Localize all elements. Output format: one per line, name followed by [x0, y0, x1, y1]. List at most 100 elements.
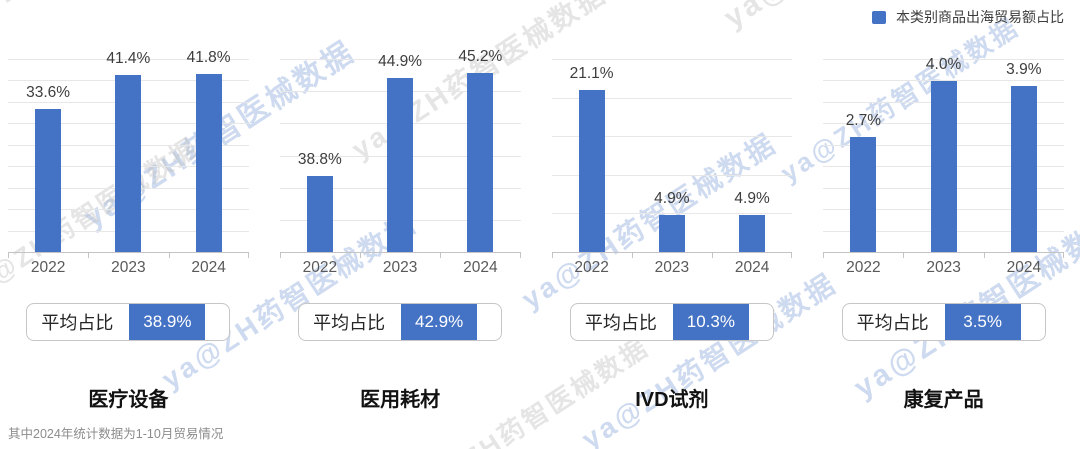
axis-tick	[168, 253, 170, 258]
average-box: 平均占比 38.9%	[26, 303, 231, 341]
legend-marker-icon	[872, 10, 886, 24]
chart-panel: 2.7% 4.0% 3.9% 2022 2023 2024 平均占比 3.5% 康复产品	[823, 56, 1064, 412]
axis-tick	[8, 253, 9, 258]
x-axis-labels: 2022 2023 2024	[552, 253, 793, 283]
x-axis-label: 2023	[926, 259, 961, 276]
panels-row: 33.6% 41.4% 41.8% 2022 2023 2024 平均占比 38.9% …	[8, 48, 1064, 412]
bar-slot: 41.8%	[168, 49, 248, 253]
gridline	[823, 80, 1064, 82]
average-label: 平均占比	[584, 313, 657, 333]
bar	[578, 90, 605, 253]
average-value-chip: 42.9%	[401, 304, 478, 340]
bar-slot: 4.9%	[632, 58, 712, 253]
plot-area: 21.1% 4.9% 4.9%	[551, 58, 793, 258]
bar-slot: 41.4%	[88, 50, 168, 253]
bar-value-label: 41.4%	[106, 50, 151, 67]
bar-slot: 4.9%	[712, 58, 792, 253]
bar-slot: 45.2%	[440, 48, 520, 253]
x-axis-labels: 2022 2023 2024	[823, 253, 1064, 283]
x-axis-line	[279, 252, 521, 253]
average-box: 平均占比 10.3%	[569, 303, 774, 341]
axis-tick	[551, 253, 553, 258]
x-axis-label: 2024	[463, 259, 498, 276]
average-box: 平均占比 3.5%	[841, 303, 1046, 341]
bar	[1010, 86, 1037, 253]
axis-tick	[712, 253, 713, 258]
bar	[739, 215, 766, 253]
gridline	[551, 174, 793, 176]
gridline	[551, 59, 793, 60]
axis-tick	[279, 253, 281, 258]
gridline	[279, 59, 521, 60]
bar-slot: 44.9%	[360, 53, 440, 253]
gridline	[8, 59, 249, 60]
axis-tick	[88, 253, 90, 258]
footer-note: 其中2024年统计数据为1-10月贸易情况	[8, 427, 224, 441]
x-axis-labels: 2022 2023 2024	[280, 253, 521, 283]
bar-slot: 2.7%	[823, 58, 903, 253]
gridline	[551, 97, 793, 99]
x-axis-label: 2024	[734, 259, 770, 276]
bar-value-label: 33.6%	[26, 84, 71, 101]
bar-slot: 4.0%	[903, 56, 983, 253]
bar-value-label: 45.2%	[458, 48, 503, 65]
x-axis-label: 2022	[30, 259, 66, 276]
bar-value-label: 38.8%	[297, 151, 342, 168]
chart-panel: 33.6% 41.4% 41.8% 2022 2023 2024 平均占比 38.9% …	[8, 49, 249, 412]
bar	[35, 109, 62, 253]
bar	[467, 73, 494, 253]
x-axis-label: 2023	[654, 259, 690, 276]
x-axis-label: 2023	[382, 259, 418, 276]
average-value-chip: 10.3%	[672, 304, 749, 340]
plot-area: 33.6% 41.4% 41.8%	[8, 49, 249, 258]
bar-value-label: 4.0%	[925, 56, 962, 73]
x-axis-line	[8, 252, 249, 253]
axis-tick	[359, 253, 361, 258]
legend-label: 本类别商品出海贸易额占比	[896, 9, 1064, 25]
bar-value-label: 4.9%	[734, 190, 770, 207]
axis-tick	[823, 253, 825, 258]
bar	[195, 74, 222, 253]
bar-slot: 33.6%	[8, 58, 88, 253]
category-title: 康复产品	[903, 389, 984, 411]
bar-slot: 3.9%	[984, 58, 1064, 253]
axis-tick	[1063, 253, 1064, 258]
bar	[115, 75, 142, 253]
gridline	[551, 136, 793, 138]
bar-slot: 21.1%	[552, 58, 632, 253]
bar-value-label: 44.9%	[378, 53, 423, 70]
bar	[658, 215, 685, 253]
chart-panel: 21.1% 4.9% 4.9% 2022 2023 2024 平均占比 10.3% IV…	[551, 58, 793, 412]
average-label: 平均占比	[313, 313, 386, 333]
x-axis-line	[823, 252, 1064, 253]
average-value-chip: 38.9%	[129, 304, 206, 340]
bar-slot: 38.8%	[280, 58, 360, 253]
x-axis-label: 2022	[302, 259, 338, 276]
x-axis-label: 2022	[846, 259, 881, 276]
legend: 本类别商品出海贸易额占比	[872, 7, 1064, 27]
axis-tick	[983, 253, 985, 258]
axis-tick	[519, 253, 521, 258]
x-axis-label: 2022	[574, 259, 609, 276]
bar-value-label: 4.9%	[654, 190, 690, 207]
x-axis-labels: 2022 2023 2024	[8, 253, 249, 283]
average-label: 平均占比	[41, 313, 114, 333]
plot-area: 2.7% 4.0% 3.9%	[823, 56, 1064, 258]
chart-panel: 38.8% 44.9% 45.2% 2022 2023 2024 平均占比 42.9% …	[279, 48, 521, 412]
category-title: 医疗设备	[88, 389, 169, 411]
bar	[387, 78, 414, 253]
axis-tick	[247, 253, 249, 258]
axis-tick	[631, 253, 633, 258]
gridline	[823, 59, 1064, 60]
gridline	[551, 213, 793, 215]
bar-value-label: 3.9%	[1006, 61, 1042, 78]
average-value-chip: 3.5%	[944, 304, 1021, 340]
category-title: 医用耗材	[360, 389, 441, 411]
bar-value-label: 21.1%	[569, 65, 614, 82]
bar	[850, 137, 877, 253]
x-axis-label: 2024	[1006, 259, 1042, 276]
bar-value-label: 2.7%	[845, 112, 882, 129]
x-axis-label: 2024	[191, 259, 226, 276]
x-axis-line	[551, 252, 793, 253]
